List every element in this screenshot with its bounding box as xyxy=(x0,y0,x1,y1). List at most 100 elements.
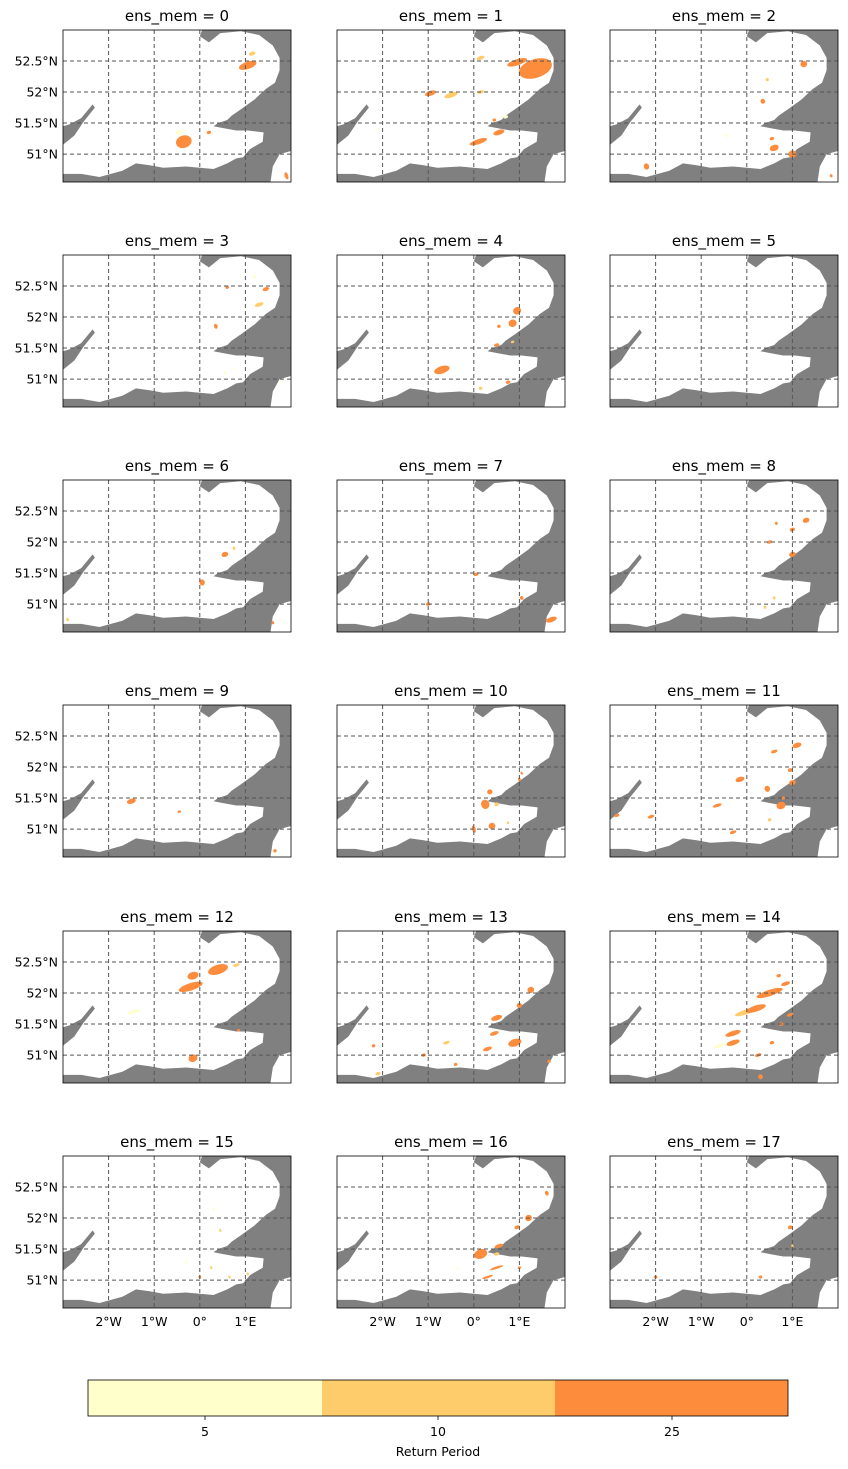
return-period-area xyxy=(126,798,136,804)
return-period-area xyxy=(127,1009,141,1015)
map-panel: ens_mem = 1 xyxy=(336,7,566,183)
return-period-area xyxy=(758,1275,763,1279)
return-period-area xyxy=(492,118,497,122)
return-period-area xyxy=(764,785,771,792)
return-period-area xyxy=(647,814,655,819)
return-period-area xyxy=(434,365,450,375)
continent-area xyxy=(817,601,838,632)
return-period-area xyxy=(520,771,523,775)
return-period-area xyxy=(746,1004,766,1013)
map-content xyxy=(337,705,565,857)
lat-tick-label: 52.5°N xyxy=(15,54,58,69)
lon-tick-label: 2°W xyxy=(95,1314,122,1329)
return-period-area xyxy=(219,1228,222,1232)
return-period-area xyxy=(177,810,182,813)
return-period-area xyxy=(490,1265,504,1271)
map-content xyxy=(63,30,291,182)
lat-tick-label: 51.5°N xyxy=(15,341,58,356)
lat-tick-label: 51°N xyxy=(26,1048,58,1063)
return-period-area xyxy=(643,163,650,170)
return-period-area xyxy=(776,974,781,978)
lon-tick-label: 0° xyxy=(467,1314,481,1329)
continent-area xyxy=(270,1277,291,1308)
return-period-area xyxy=(514,1225,520,1230)
return-period-area xyxy=(510,340,515,344)
return-period-area xyxy=(517,1266,522,1269)
return-period-area xyxy=(544,1190,549,1196)
return-period-area xyxy=(187,971,199,980)
land-area xyxy=(337,705,554,852)
return-period-area xyxy=(494,802,499,807)
panel-title: ens_mem = 15 xyxy=(120,1133,234,1152)
return-period-area xyxy=(506,821,510,825)
return-period-area xyxy=(443,1040,450,1045)
continent-area xyxy=(817,826,838,857)
lat-tick-label: 52°N xyxy=(26,310,58,325)
panel-frame xyxy=(609,29,839,183)
return-period-area xyxy=(769,1041,775,1045)
map-panel: ens_mem = 3 52.5°N 52°N 51.5°N 51°N xyxy=(15,232,292,408)
continent-area xyxy=(544,1277,565,1308)
continent-area xyxy=(544,376,565,407)
return-period-area xyxy=(774,521,778,525)
map-content xyxy=(63,1156,291,1308)
return-period-area xyxy=(792,742,802,749)
map-content xyxy=(610,255,838,407)
lat-tick-label: 52°N xyxy=(26,85,58,100)
return-period-area xyxy=(767,818,772,822)
return-period-area xyxy=(769,144,779,152)
lat-tick-label: 52.5°N xyxy=(15,955,58,970)
panel-title: ens_mem = 5 xyxy=(672,232,776,251)
panel-frame xyxy=(336,479,566,633)
map-panel: ens_mem = 8 xyxy=(609,457,839,633)
return-period-area xyxy=(371,1044,376,1048)
continent-area xyxy=(544,151,565,182)
continent-area xyxy=(270,1052,291,1083)
map-panel: ens_mem = 14 xyxy=(609,908,839,1084)
panel-frame xyxy=(336,704,566,858)
map-panel: ens_mem = 5 xyxy=(609,232,839,408)
return-period-area xyxy=(518,58,552,79)
return-period-area xyxy=(213,323,218,329)
lat-tick-label: 51°N xyxy=(26,372,58,387)
lon-tick-label: 0° xyxy=(193,1314,207,1329)
map-content xyxy=(610,30,838,182)
panel-frame xyxy=(62,1155,292,1309)
colorbar-segment-5 xyxy=(88,1380,322,1416)
return-period-area xyxy=(517,777,521,782)
return-period-area xyxy=(184,1259,188,1264)
return-period-area xyxy=(66,618,70,622)
lat-tick-label: 52°N xyxy=(26,986,58,1001)
return-period-area xyxy=(545,616,557,623)
map-panel: ens_mem = 9 52.5°N 52°N 51.5°N 51°N xyxy=(15,682,292,858)
lat-tick-label: 51°N xyxy=(26,1273,58,1288)
return-period-area xyxy=(547,1059,551,1063)
lon-tick-label: 1°E xyxy=(234,1314,256,1329)
continent-area xyxy=(270,601,291,632)
land-area xyxy=(610,705,827,852)
return-period-area xyxy=(476,55,485,61)
map-content xyxy=(63,480,291,632)
map-panel: ens_mem = 10 xyxy=(336,682,566,858)
return-period-area xyxy=(763,605,767,609)
return-period-area xyxy=(483,1046,492,1052)
return-period-area xyxy=(760,98,766,104)
land-area xyxy=(337,480,554,627)
return-period-area xyxy=(206,130,212,135)
return-period-area xyxy=(508,319,517,327)
panel-frame xyxy=(609,704,839,858)
return-period-area xyxy=(787,768,793,773)
return-period-area xyxy=(493,1252,500,1256)
panel-frame xyxy=(62,29,292,183)
return-period-area xyxy=(712,803,722,808)
panel-frame xyxy=(62,704,292,858)
map-panel: ens_mem = 13 xyxy=(336,908,566,1084)
return-period-area xyxy=(221,551,229,557)
map-panel: ens_mem = 2 xyxy=(609,7,839,183)
return-period-area xyxy=(781,981,791,986)
return-period-area xyxy=(473,1249,488,1259)
panel-frame xyxy=(62,930,292,1084)
lon-tick-label: 1°W xyxy=(141,1314,168,1329)
map-content xyxy=(63,255,291,407)
